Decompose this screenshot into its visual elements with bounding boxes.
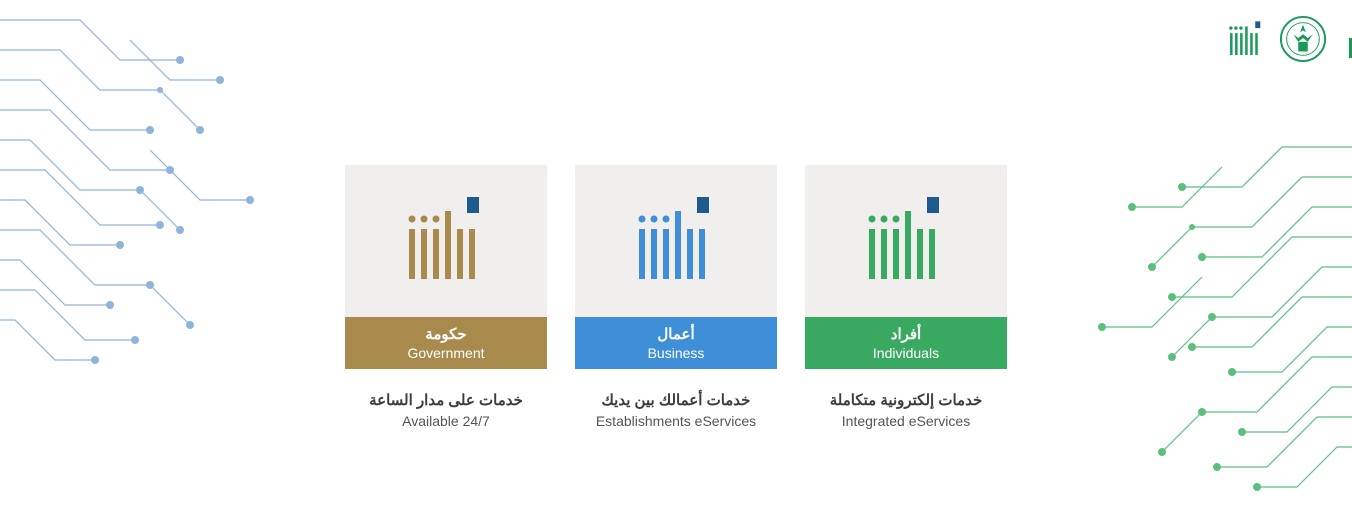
circuit-bg-left (0, 0, 340, 440)
card-label-en: Individuals (805, 345, 1007, 361)
absher-business-icon (631, 191, 721, 291)
moi-emblem-icon (1279, 15, 1327, 63)
card-icon-area (575, 165, 777, 317)
header (1225, 15, 1327, 63)
card-desc-en: Integrated eServices (830, 413, 982, 429)
card-individuals[interactable]: أفراد Individuals خدمات إلكترونية متكامل… (805, 165, 1007, 429)
card-desc-ar: خدمات إلكترونية متكاملة (830, 391, 982, 409)
absher-government-icon (401, 191, 491, 291)
card-government[interactable]: حكومة Government خدمات على مدار الساعة A… (345, 165, 547, 429)
card-desc-en: Available 24/7 (369, 413, 523, 429)
card-desc-ar: خدمات على مدار الساعة (369, 391, 523, 409)
card-label-en: Business (575, 345, 777, 361)
circuit-bg-right (992, 107, 1352, 527)
card-label-ar: حكومة (345, 325, 547, 343)
card-business[interactable]: أعمال Business خدمات أعمالك بين يديك Est… (575, 165, 777, 429)
card-icon-area (345, 165, 547, 317)
service-cards: حكومة Government خدمات على مدار الساعة A… (345, 165, 1007, 429)
card-label-ar: أفراد (805, 325, 1007, 343)
card-label: أفراد Individuals (805, 317, 1007, 369)
card-desc-ar: خدمات أعمالك بين يديك (596, 391, 756, 409)
card-label: حكومة Government (345, 317, 547, 369)
card-icon-area (805, 165, 1007, 317)
absher-individuals-icon (861, 191, 951, 291)
card-description: خدمات أعمالك بين يديك Establishments eSe… (596, 391, 756, 429)
card-label-en: Government (345, 345, 547, 361)
card-description: خدمات إلكترونية متكاملة Integrated eServ… (830, 391, 982, 429)
card-label-ar: أعمال (575, 325, 777, 343)
card-label: أعمال Business (575, 317, 777, 369)
absher-logo-icon (1225, 18, 1267, 60)
card-desc-en: Establishments eServices (596, 413, 756, 429)
card-description: خدمات على مدار الساعة Available 24/7 (369, 391, 523, 429)
